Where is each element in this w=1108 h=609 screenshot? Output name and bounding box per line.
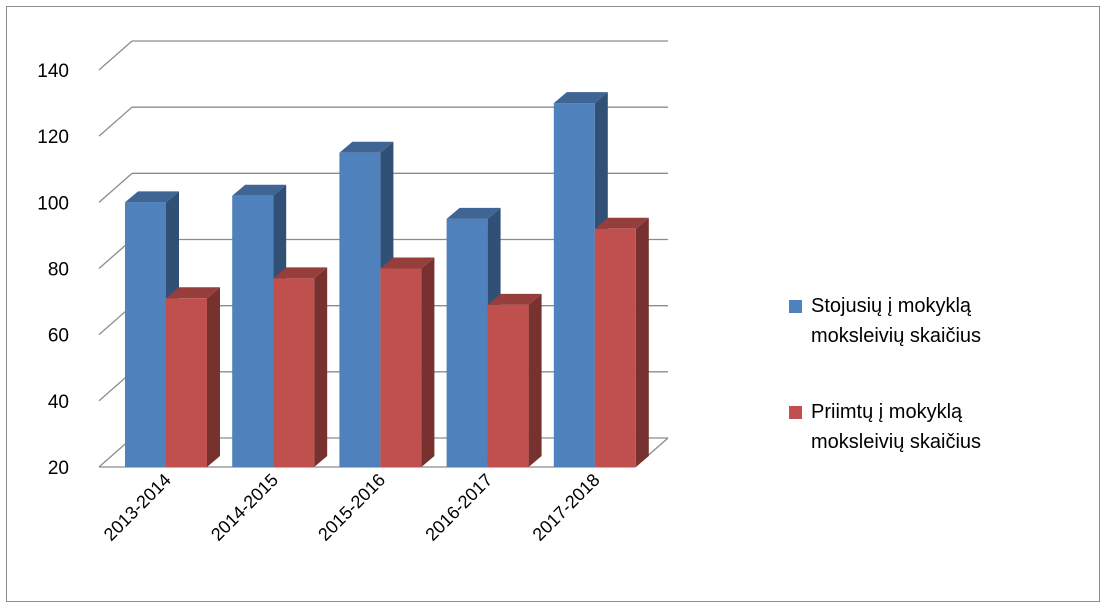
legend-label-series-2: Priimtų į mokyklą moksleivių skaičius [811,401,982,453]
bar-top [594,217,649,229]
y-tick-label: 100 [37,193,69,214]
x-category-label: 2017-2018 [529,470,604,545]
y-tick-label: 140 [37,61,69,82]
bar-front [232,195,274,467]
x-category-label: 2015-2016 [314,470,389,545]
legend-label-series-1: Stojusių į mokyklą moksleivių skaičius [811,295,982,347]
bar-top [125,191,179,203]
bar [594,217,649,467]
bar-top [446,207,501,219]
chart-frame: 20 40 60 80 100 120 140 2013-2014 2014-2015 2015… [6,6,1100,602]
bar-top [339,141,394,153]
y-tick-label: 80 [48,260,69,281]
y-tick-label: 120 [37,127,69,148]
legend-swatch-series-1 [789,300,802,313]
bar-front [487,304,529,467]
y-tick-label: 60 [48,326,69,347]
y-axis-ticks: 20 40 60 80 100 120 140 [37,61,69,479]
x-category-label: 2013-2014 [100,470,175,545]
bar-front [553,103,595,467]
legend-swatch-series-2 [789,406,802,419]
x-category-label: 2016-2017 [421,470,496,545]
bar [273,267,328,467]
bar-top [273,267,328,279]
bar-top [553,92,608,104]
bar-front [166,298,207,467]
gridline-diag [98,40,133,71]
bar-front [380,268,422,467]
bar-side [421,257,435,467]
bar-top [232,184,287,196]
gridline-diag [98,172,133,203]
bar [487,293,542,467]
bar-chart: 20 40 60 80 100 120 140 2013-2014 2014-2015 2015… [37,40,669,545]
bar [380,257,435,467]
bar-front [446,218,488,467]
bar-front [594,228,636,467]
y-tick-label: 20 [48,458,69,479]
bar-front [339,152,381,468]
bar-side [314,267,328,467]
bar-front [273,278,315,467]
bar-front [125,202,166,468]
bar-top [487,293,542,305]
bars [125,92,649,468]
bar [166,287,220,467]
x-axis-categories: 2013-2014 2014-2015 2015-2016 2016-2017 2017… [100,470,604,545]
y-tick-label: 40 [48,392,69,413]
gridline-diag [98,106,133,137]
bar-side [635,217,649,467]
bar-top [380,257,435,269]
x-category-label: 2014-2015 [207,470,282,545]
bar-top [166,287,220,299]
bar-side [528,293,542,467]
bar-side [207,287,220,467]
